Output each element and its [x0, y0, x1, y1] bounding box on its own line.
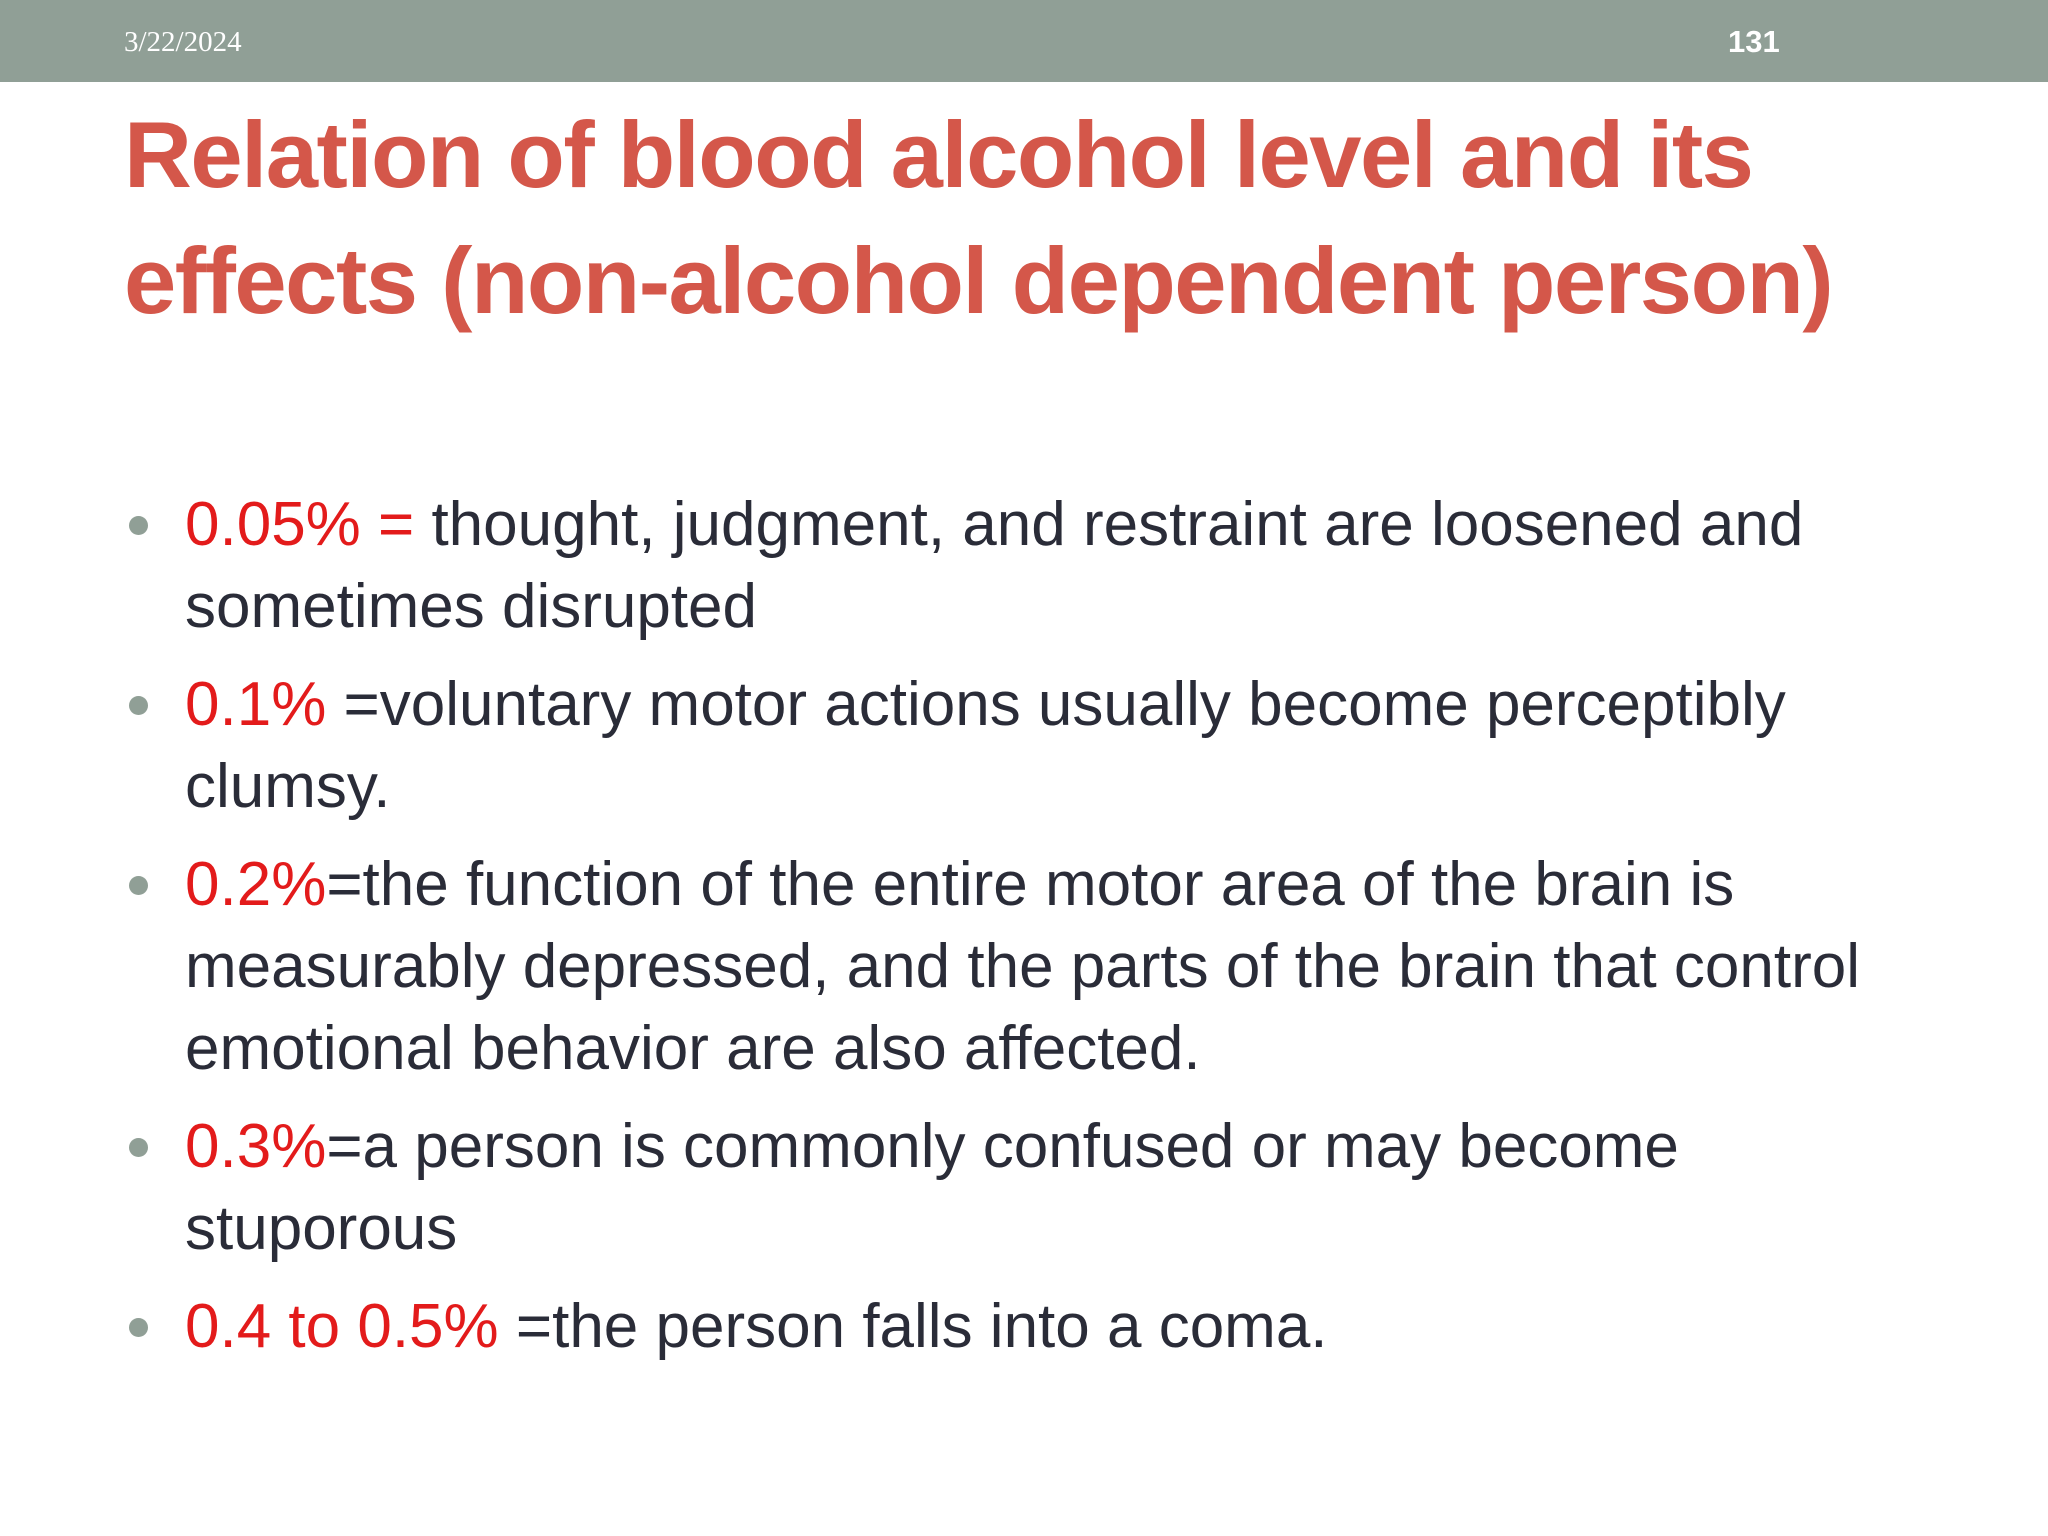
bullet-value: 0.1% [185, 670, 326, 739]
slide-number: 131 [1728, 24, 1780, 60]
bullet-text: =voluntary motor actions usually become … [185, 670, 1786, 821]
bullet-text: =the function of the entire motor area o… [185, 850, 1860, 1083]
bullet-list: 0.05% = thought, judgment, and restraint… [124, 484, 1964, 1384]
bullet-item: 0.05% = thought, judgment, and restraint… [124, 484, 1964, 648]
bullet-value: 0.05% = [185, 490, 414, 559]
bullet-value: 0.3% [185, 1112, 326, 1181]
bullet-value: 0.2% [185, 850, 326, 919]
bullet-text: thought, judgment, and restraint are loo… [185, 490, 1803, 641]
header-bar: 3/22/2024 131 [0, 0, 2048, 82]
bullet-item: 0.3%=a person is commonly confused or ma… [124, 1106, 1964, 1270]
bullet-text: =a person is commonly confused or may be… [185, 1112, 1679, 1263]
bullet-item: 0.2%=the function of the entire motor ar… [124, 844, 1964, 1090]
slide-date: 3/22/2024 [124, 26, 242, 59]
bullet-dot-icon [129, 1138, 148, 1157]
bullet-dot-icon [129, 516, 148, 535]
bullet-dot-icon [129, 876, 148, 895]
bullet-item: 0.4 to 0.5% =the person falls into a com… [124, 1286, 1964, 1368]
bullet-item: 0.1% =voluntary motor actions usually be… [124, 664, 1964, 828]
slide-title: Relation of blood alcohol level and its … [124, 92, 1924, 344]
bullet-dot-icon [129, 696, 148, 715]
bullet-value: 0.4 to 0.5% [185, 1292, 499, 1361]
bullet-text: =the person falls into a coma. [499, 1292, 1328, 1361]
bullet-dot-icon [129, 1318, 148, 1337]
